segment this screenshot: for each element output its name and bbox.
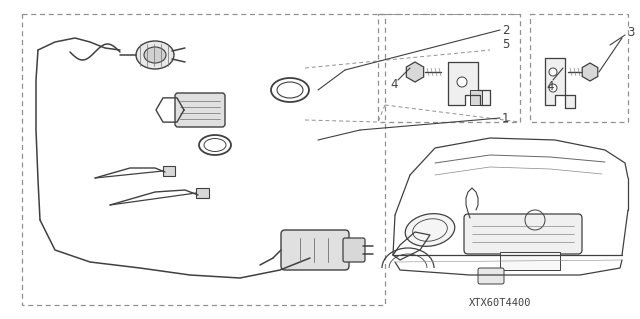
FancyBboxPatch shape	[464, 214, 582, 254]
Bar	[470, 90, 482, 105]
Text: 5: 5	[502, 39, 509, 51]
Bar	[196, 188, 209, 198]
Text: 2: 2	[502, 24, 509, 36]
Text: 4: 4	[547, 79, 554, 93]
Text: 3: 3	[627, 26, 634, 40]
Polygon shape	[448, 62, 490, 105]
Text: 1: 1	[502, 112, 509, 124]
FancyBboxPatch shape	[478, 268, 504, 284]
FancyBboxPatch shape	[281, 230, 349, 270]
Polygon shape	[545, 58, 575, 108]
Text: XTX60T4400: XTX60T4400	[468, 298, 531, 308]
Circle shape	[457, 77, 467, 87]
FancyBboxPatch shape	[175, 93, 225, 127]
Circle shape	[549, 84, 557, 92]
Text: 4: 4	[390, 78, 397, 92]
Bar	[500, 252, 560, 270]
Ellipse shape	[405, 214, 455, 246]
Bar	[378, 14, 520, 122]
Bar	[530, 14, 628, 122]
Bar	[163, 166, 175, 176]
Bar	[22, 14, 385, 305]
Ellipse shape	[144, 47, 166, 63]
FancyBboxPatch shape	[343, 238, 365, 262]
Ellipse shape	[136, 41, 174, 69]
Circle shape	[549, 68, 557, 76]
